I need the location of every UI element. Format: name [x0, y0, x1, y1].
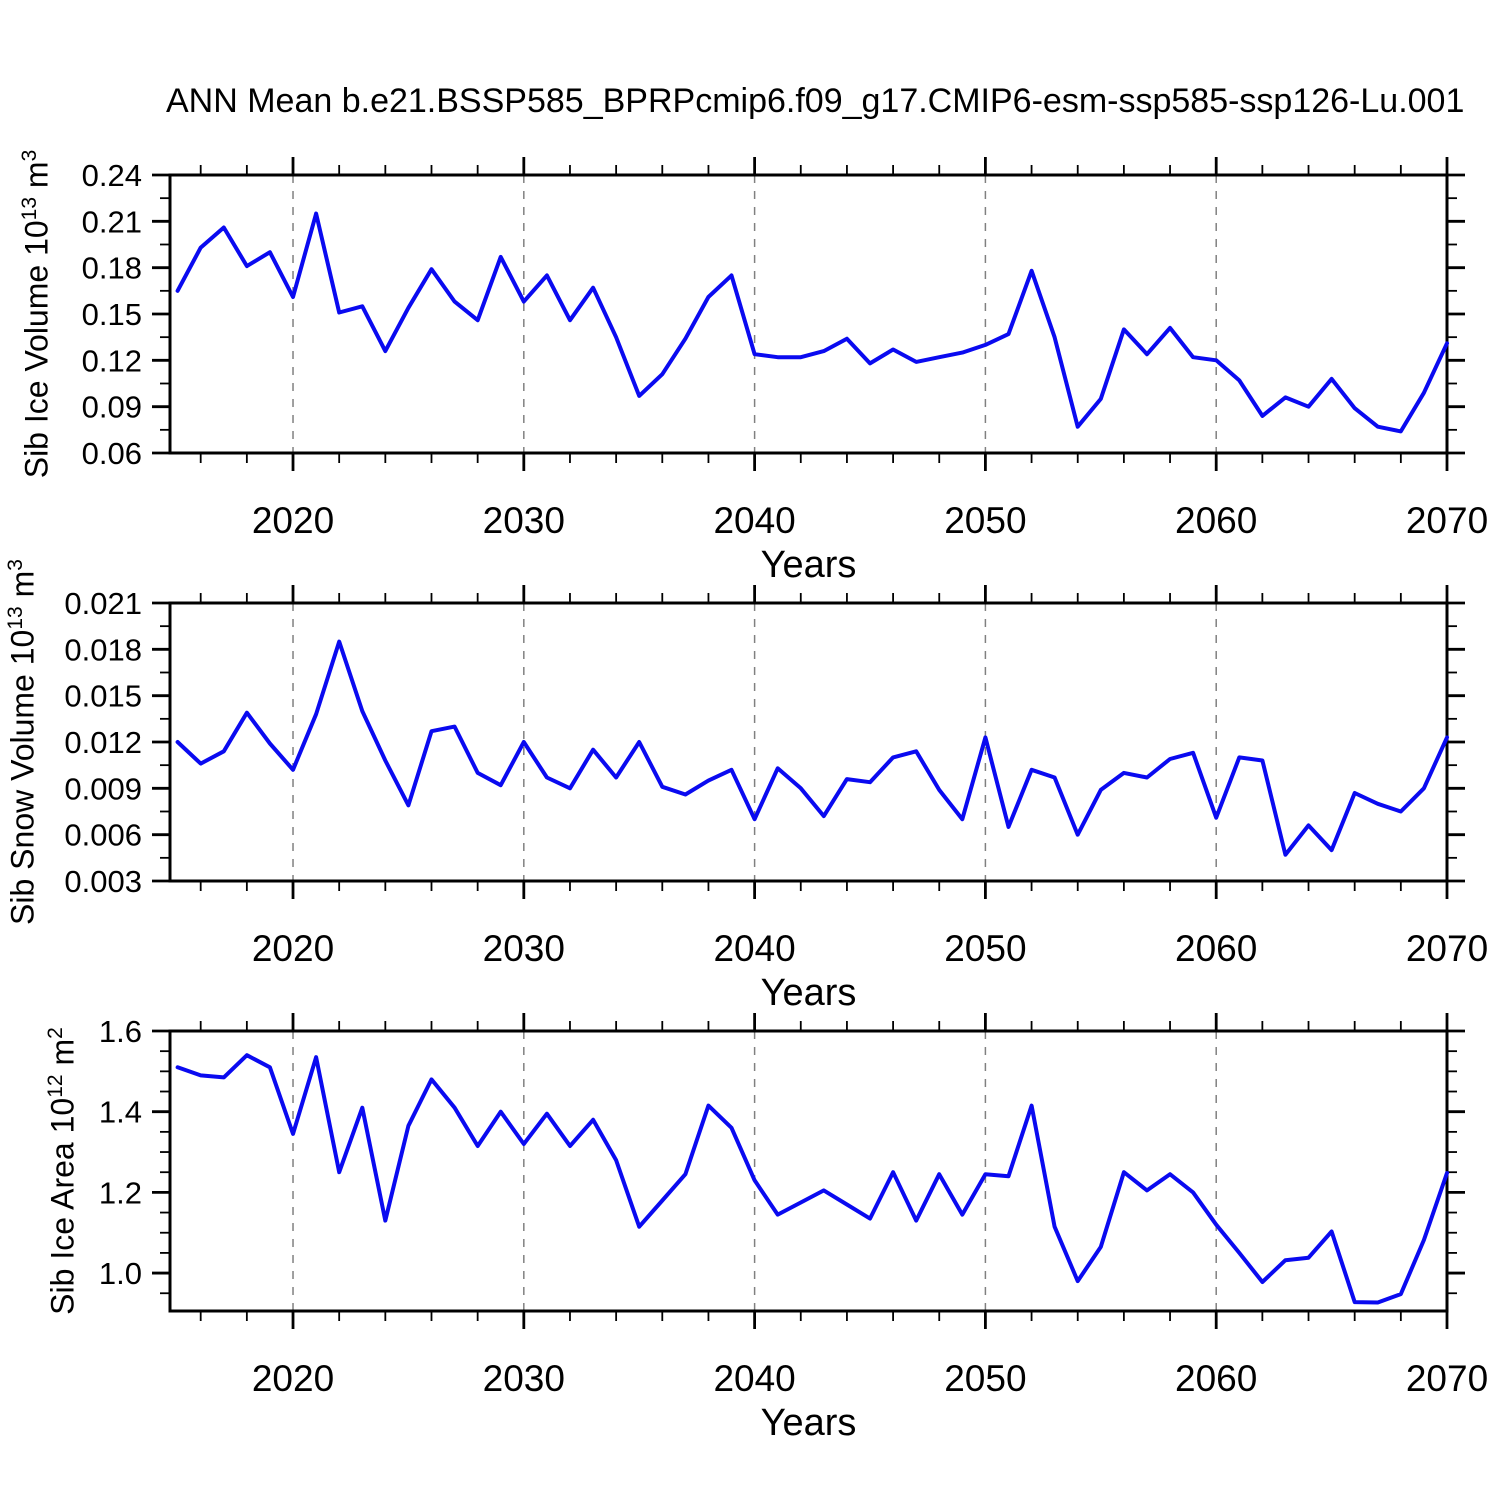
- y-tick-label: 0.009: [64, 771, 142, 806]
- plot-title: ANN Mean b.e21.BSSP585_BPRPcmip6.f09_g17…: [166, 82, 1465, 120]
- x-tick-label: 2040: [713, 928, 795, 969]
- y-tick-label: 0.021: [64, 586, 142, 621]
- x-tick-label: 2040: [713, 500, 795, 541]
- y-tick-label: 1.6: [99, 1014, 142, 1049]
- y-tick-label: 0.12: [82, 343, 142, 378]
- x-tick-label: 2060: [1175, 500, 1257, 541]
- y-tick-label: 0.21: [82, 204, 142, 239]
- y-axis-title-ice-area: Sib Ice Area 1012 m2: [44, 1027, 81, 1315]
- data-line-sib-snow-volume: [175, 639, 1449, 857]
- y-tick-label: 0.006: [64, 818, 142, 853]
- panel-sib-snow-volume: 2020 2030 2040 2050 2060 2070 0.021 0.018 0.015 0…: [64, 585, 1488, 969]
- x-tick-label: 2070: [1406, 928, 1488, 969]
- x-tick-label: 2030: [483, 1358, 565, 1399]
- y-tick-label: 0.24: [82, 158, 142, 193]
- x-tick-label: 2070: [1406, 500, 1488, 541]
- x-tick-label: 2040: [713, 1358, 795, 1399]
- panel-sib-ice-area: 2020 2030 2040 2050 2060 2070 1.6 1.4 1.2 1.0: [99, 1013, 1488, 1399]
- x-tick-label: 2050: [944, 500, 1026, 541]
- x-tick-label: 2060: [1175, 928, 1257, 969]
- y-tick-label: 0.06: [82, 436, 142, 471]
- y-tick-label: 0.015: [64, 679, 142, 714]
- y-tick-label: 0.012: [64, 725, 142, 760]
- x-tick-label: 2050: [944, 1358, 1026, 1399]
- panel-border: [168, 1029, 1449, 1313]
- y-tick-label: 0.09: [82, 390, 142, 425]
- panel-sib-ice-volume: 2020 2030 2040 2050 2060 2070 0.24 0.21 0.18 0.15…: [82, 157, 1488, 541]
- x-tick-label: 2070: [1406, 1358, 1488, 1399]
- x-tick-label: 2030: [483, 500, 565, 541]
- panel-border: [168, 173, 1449, 455]
- y-tick-label: 1.2: [99, 1175, 142, 1210]
- x-tick-label: 2030: [483, 928, 565, 969]
- y-tick-label: 0.18: [82, 251, 142, 286]
- data-line-sib-ice-volume: [175, 211, 1449, 434]
- x-tick-label: 2020: [252, 928, 334, 969]
- x-tick-label: 2050: [944, 928, 1026, 969]
- y-tick-label: 0.018: [64, 632, 142, 667]
- y-tick-label: 0.15: [82, 297, 142, 332]
- x-axis-title-panel-2: Years: [760, 972, 857, 1014]
- data-line-sib-ice-area: [175, 1053, 1449, 1305]
- y-tick-label: 1.4: [99, 1095, 142, 1130]
- x-tick-label: 2020: [252, 1358, 334, 1399]
- y-tick-label: 1.0: [99, 1256, 142, 1291]
- x-tick-label: 2020: [252, 500, 334, 541]
- x-tick-label: 2060: [1175, 1358, 1257, 1399]
- x-axis-title-panel-3: Years: [760, 1402, 857, 1444]
- y-axis-title-snow-volume: Sib Snow Volume 1013 m3: [4, 559, 41, 925]
- y-tick-label: 0.003: [64, 864, 142, 899]
- x-axis-title-panel-1: Years: [760, 544, 857, 586]
- panel-border: [168, 601, 1449, 883]
